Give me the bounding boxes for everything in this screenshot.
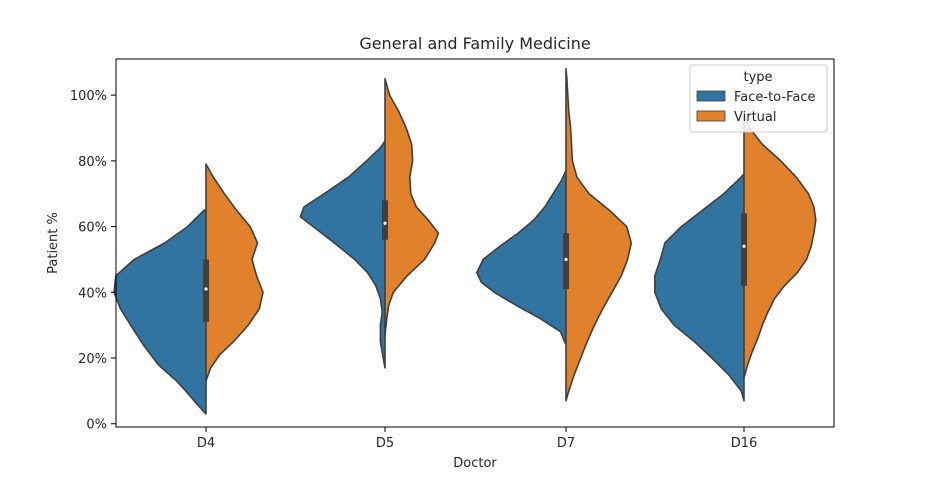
iqr-box-d4 [203, 259, 209, 322]
median-point-d7 [564, 257, 568, 262]
violin-d4-left [113, 209, 207, 415]
violin-d5-left [299, 140, 386, 369]
legend-label-virtual: Virtual [734, 110, 776, 125]
y-axis-label: Patient % [46, 212, 61, 274]
chart-title: General and Family Medicine [359, 34, 590, 53]
violin-d5-right [384, 77, 440, 336]
y-tick-label-60: 60% [78, 221, 107, 236]
iqr-box-d16 [741, 213, 747, 286]
y-tick-label-20: 20% [78, 352, 107, 367]
legend: type Face-to-Face Virtual [689, 64, 828, 133]
iqr-box-d5 [382, 200, 388, 240]
violin-d16-left [654, 173, 745, 402]
median-point-d16 [742, 244, 746, 248]
x-tick-label-d5: D5 [376, 436, 394, 451]
y-axis: 0% 20% 40% 60% 80% 100% [70, 89, 116, 433]
x-axis-label: Doctor [453, 456, 497, 471]
y-tick-label-40: 40% [78, 286, 107, 301]
x-tick-label-d16: D16 [731, 436, 758, 451]
median-point-d4 [204, 287, 208, 291]
legend-label-face-to-face: Face-to-Face [734, 90, 815, 105]
violin-d7-right [565, 68, 633, 402]
x-tick-label-d4: D4 [197, 436, 215, 451]
y-tick-label-0: 0% [86, 418, 107, 433]
y-tick-label-80: 80% [78, 155, 107, 170]
violin-d16-right [743, 114, 817, 379]
x-axis: D4 D5 D7 D16 [197, 427, 757, 451]
plot-area [113, 68, 817, 415]
legend-swatch-virtual [696, 110, 726, 122]
violin-d7-left [476, 169, 567, 346]
plot-frame [115, 58, 835, 428]
legend-swatch-face-to-face [696, 90, 726, 102]
median-point-d5 [383, 221, 387, 225]
iqr-box-d7 [563, 233, 569, 289]
violin-d4-right [205, 163, 264, 382]
legend-title: type [743, 70, 772, 85]
x-tick-label-d7: D7 [557, 436, 575, 451]
y-tick-label-100: 100% [70, 89, 107, 104]
